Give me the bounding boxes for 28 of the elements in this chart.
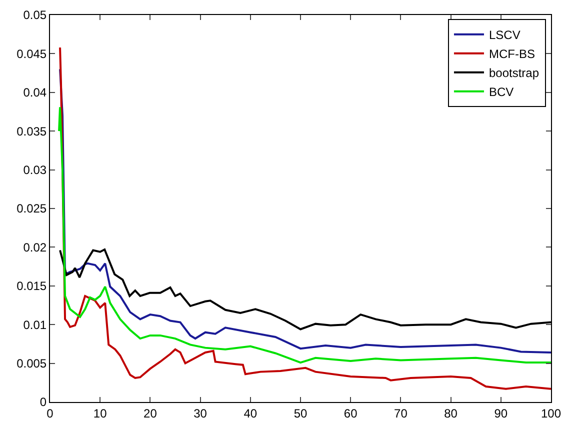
x-tick-label: 10 (93, 406, 108, 420)
x-tick-label: 50 (294, 406, 308, 420)
x-tick-label: 30 (194, 406, 208, 420)
x-tick-label: 80 (444, 406, 458, 420)
legend-label: BCV (488, 85, 514, 100)
y-tick-label: 0.03 (23, 163, 47, 177)
x-tick-label: 60 (344, 406, 358, 420)
line-series (59, 46, 551, 390)
x-tick-label: 40 (244, 406, 258, 420)
y-tick-label: 0.045 (16, 46, 47, 61)
y-tick-label: 0.02 (23, 240, 47, 254)
y-tick-label: 0 (40, 395, 47, 410)
x-tick-label: 100 (540, 406, 562, 420)
line-series (59, 68, 551, 354)
x-tick-label: 20 (144, 406, 158, 420)
y-tick-label: 0.035 (16, 124, 47, 138)
y-tick-label: 0.01 (23, 318, 47, 332)
legend-label: MCF-BS (488, 47, 535, 62)
legend-label: LSCV (488, 28, 520, 42)
y-tick-label: 0.025 (16, 202, 47, 216)
y-tick-label: 0.04 (23, 86, 47, 100)
line-series (58, 106, 551, 364)
y-tick-label: 0.015 (16, 279, 47, 294)
x-tick-label: 90 (494, 406, 508, 420)
legend-label: bootstrap (488, 66, 540, 80)
x-tick-label: 70 (394, 406, 408, 420)
y-tick-label: 0.005 (16, 356, 47, 370)
y-tick-label: 0.05 (23, 8, 47, 22)
